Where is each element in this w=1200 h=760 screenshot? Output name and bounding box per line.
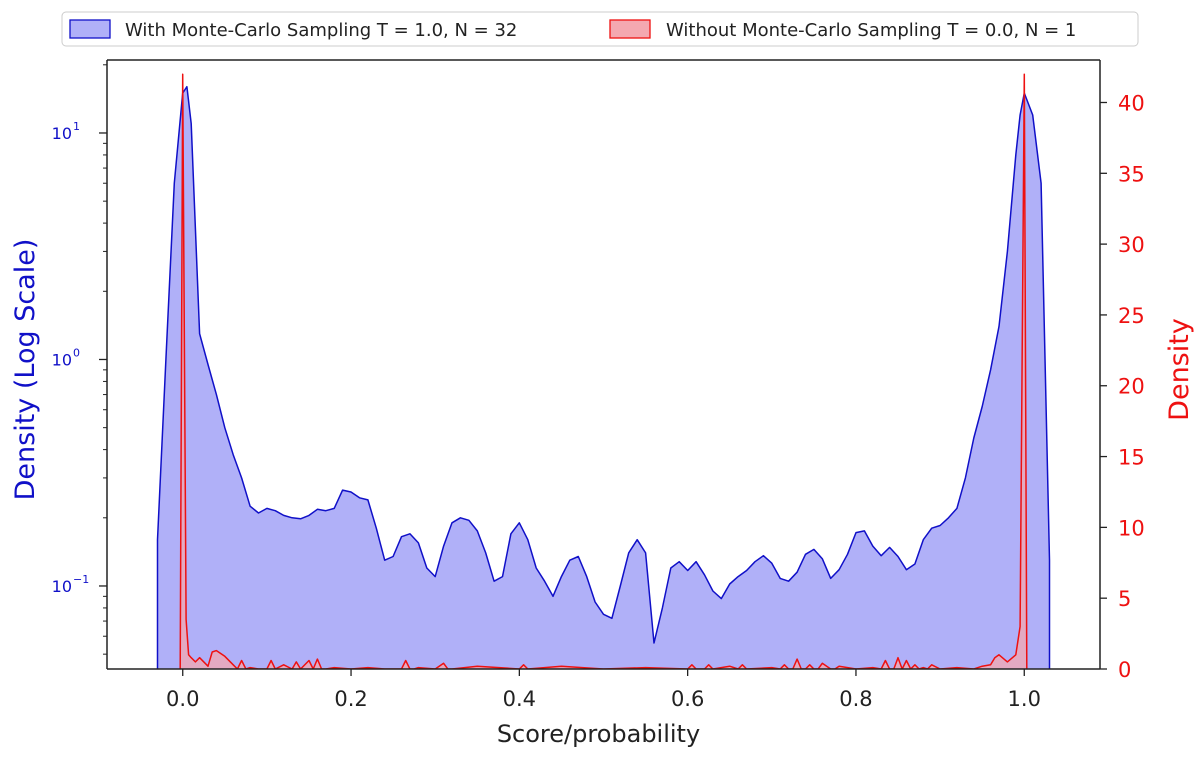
series-1-area — [157, 86, 1050, 669]
y-left-tick-label: 10 — [52, 124, 72, 143]
series-fill-layer-right — [179, 73, 1028, 669]
x-tick-label: 0.4 — [503, 687, 536, 711]
y-right-tick-label: 0 — [1118, 658, 1131, 682]
y-right-tick-label: 10 — [1118, 516, 1145, 540]
y-right-tick-label: 35 — [1118, 162, 1145, 186]
x-tick-label: 0.6 — [671, 687, 704, 711]
y-left-axis-label: Density (Log Scale) — [10, 239, 41, 501]
y-right-tick-label: 40 — [1118, 91, 1145, 115]
y-right-tick-label: 25 — [1118, 304, 1145, 328]
legend-label-series-1: With Monte-Carlo Sampling T = 1.0, N = 3… — [125, 20, 517, 41]
legend-label-series-2: Without Monte-Carlo Sampling T = 0.0, N … — [666, 20, 1076, 41]
y-left-tick-label: 10 — [52, 577, 72, 596]
x-tick-label: 1.0 — [1008, 687, 1041, 711]
legend-box — [61, 11, 1139, 47]
legend-swatch-series-1 — [69, 19, 111, 39]
series-1-line — [156, 85, 1051, 669]
y-left-tick-exponent: −1 — [73, 573, 89, 586]
legend: With Monte-Carlo Sampling T = 1.0, N = 3… — [61, 11, 1139, 47]
x-axis-label: Score/probability — [497, 720, 700, 748]
y-right-tick-label: 30 — [1118, 233, 1145, 257]
legend-swatch-series-2 — [609, 19, 651, 39]
y-left-tick-exponent: 1 — [73, 120, 80, 133]
y-right-tick-label: 15 — [1118, 446, 1145, 470]
x-tick-label: 0.0 — [166, 687, 199, 711]
y-right-axis-label: Density — [1164, 318, 1195, 421]
y-right-tick-label: 20 — [1118, 375, 1145, 399]
x-tick-label: 0.2 — [334, 687, 367, 711]
y-right-tick-label: 5 — [1118, 587, 1131, 611]
x-tick-label: 0.8 — [839, 687, 872, 711]
y-left-tick-exponent: 0 — [73, 346, 80, 359]
y-left-tick-label: 10 — [52, 350, 72, 369]
series-fill-layer — [156, 85, 1051, 669]
series-2-line — [179, 73, 1028, 669]
